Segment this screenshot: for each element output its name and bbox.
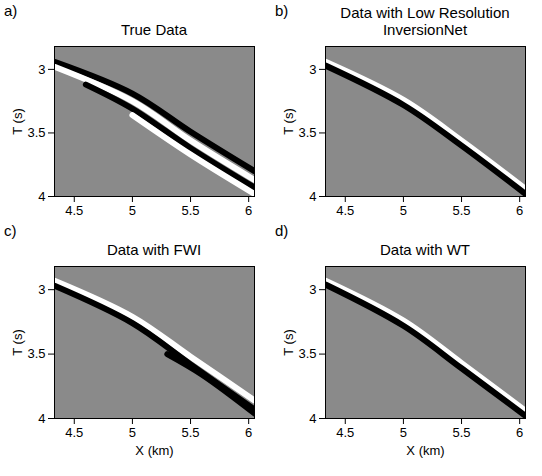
svg-text:4: 4 bbox=[38, 189, 45, 204]
svg-text:5.5: 5.5 bbox=[453, 203, 471, 218]
svg-text:5: 5 bbox=[129, 425, 136, 440]
svg-text:6: 6 bbox=[245, 203, 252, 218]
svg-text:3.5: 3.5 bbox=[298, 125, 316, 140]
html-text:Data with WT: Data with WT bbox=[380, 241, 470, 258]
svg-text:6: 6 bbox=[516, 203, 523, 218]
svg-text:5: 5 bbox=[400, 425, 407, 440]
html-text:c): c) bbox=[4, 222, 17, 239]
svg-text:T (s): T (s) bbox=[10, 108, 25, 134]
svg-text:3: 3 bbox=[38, 62, 45, 77]
html-text:d): d) bbox=[275, 222, 289, 239]
svg-text:X (km): X (km) bbox=[135, 443, 173, 458]
svg-text:T (s): T (s) bbox=[281, 108, 296, 134]
svg-text:3: 3 bbox=[309, 282, 316, 297]
svg-text:3: 3 bbox=[38, 282, 45, 297]
svg-text:5.5: 5.5 bbox=[182, 203, 200, 218]
svg-text:6: 6 bbox=[516, 425, 523, 440]
svg-text:5: 5 bbox=[129, 203, 136, 218]
svg-text:X (km): X (km) bbox=[406, 443, 444, 458]
svg-text:3: 3 bbox=[309, 62, 316, 77]
svg-text:T (s): T (s) bbox=[10, 329, 25, 355]
svg-text:3.5: 3.5 bbox=[27, 125, 45, 140]
svg-text:4: 4 bbox=[309, 411, 316, 426]
svg-text:3.5: 3.5 bbox=[298, 346, 316, 361]
svg-text:3.5: 3.5 bbox=[27, 346, 45, 361]
svg-text:4.5: 4.5 bbox=[65, 203, 83, 218]
html-text:b): b) bbox=[275, 2, 289, 19]
svg-text:4.5: 4.5 bbox=[65, 425, 83, 440]
svg-text:4.5: 4.5 bbox=[336, 425, 354, 440]
svg-text:5.5: 5.5 bbox=[453, 425, 471, 440]
svg-text:T (s): T (s) bbox=[281, 329, 296, 355]
svg-text:6: 6 bbox=[245, 425, 252, 440]
svg-text:4.5: 4.5 bbox=[336, 203, 354, 218]
svg-text:4: 4 bbox=[38, 411, 45, 426]
html-text:Data with Low Resolution Inver: Data with Low Resolution InversionNet bbox=[340, 4, 510, 38]
svg-text:4: 4 bbox=[309, 189, 316, 204]
svg-text:5.5: 5.5 bbox=[182, 425, 200, 440]
html-text:True Data: True Data bbox=[120, 21, 188, 38]
svg-text:5: 5 bbox=[400, 203, 407, 218]
html-text:Data with FWI: Data with FWI bbox=[106, 241, 202, 258]
html-text:a): a) bbox=[4, 2, 18, 19]
